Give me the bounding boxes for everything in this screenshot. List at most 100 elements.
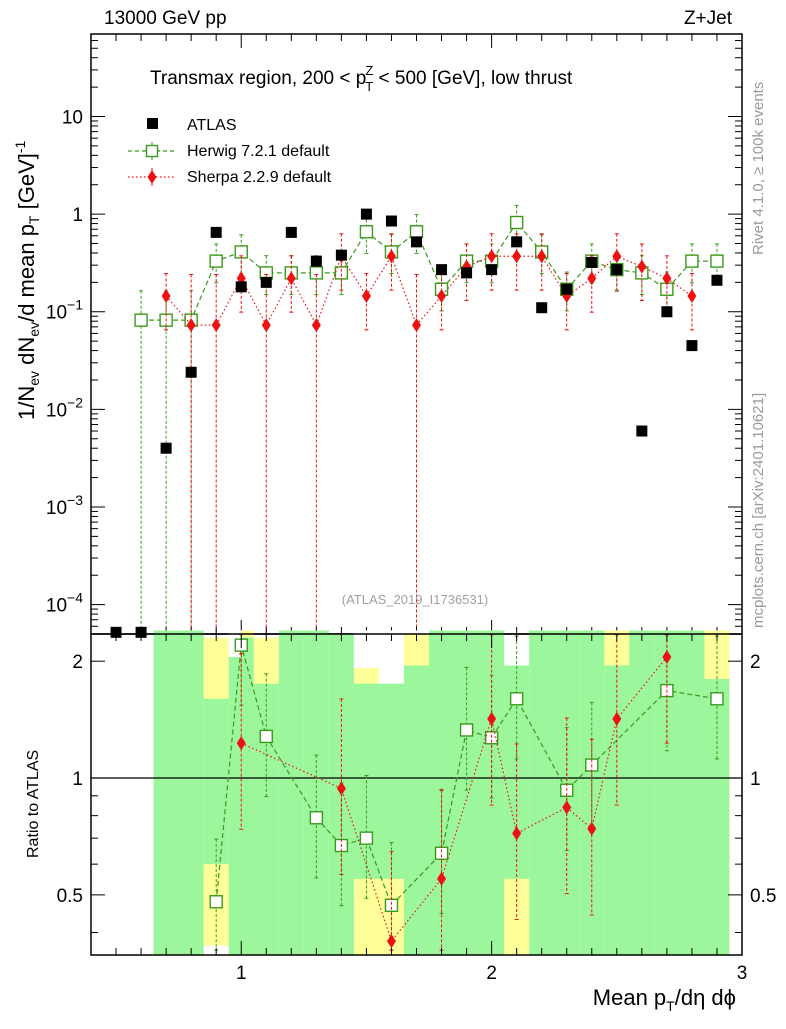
ratio-y-tick-label-left: 2 bbox=[72, 652, 83, 673]
ratio-y-tick-label-right: 2 bbox=[750, 652, 761, 673]
ratio-green-band bbox=[378, 683, 404, 879]
header-energy-label: 13000 GeV pp bbox=[104, 8, 227, 29]
ratio-sherpa-point bbox=[236, 736, 246, 751]
herwig-point bbox=[209, 254, 223, 268]
ratio-y-tick-label-left: 1 bbox=[72, 769, 83, 790]
ratio-sherpa-point bbox=[562, 800, 572, 815]
ratio-white-gap bbox=[353, 630, 404, 666]
main-y-tick-label: 10−3 bbox=[46, 492, 83, 519]
x-tick-label: 2 bbox=[486, 963, 497, 984]
sherpa-point bbox=[412, 318, 421, 333]
sherpa-point bbox=[161, 288, 171, 303]
main-y-axis-title: 1/Nev dNev/d mean pT [GeV]-1 bbox=[12, 140, 42, 420]
ratio-sherpa-point bbox=[662, 650, 672, 665]
ratio-herwig-point bbox=[710, 692, 724, 706]
legend-atlas-label: ATLAS bbox=[187, 117, 237, 134]
atlas-point bbox=[561, 283, 573, 295]
atlas-point bbox=[711, 274, 723, 286]
atlas-point bbox=[185, 366, 197, 378]
sherpa-point bbox=[637, 259, 647, 274]
ratio-green-band bbox=[203, 698, 229, 865]
ratio-sherpa-point bbox=[386, 934, 396, 949]
atlas-point bbox=[235, 281, 247, 293]
ratio-green-band bbox=[153, 630, 179, 955]
atlas-point bbox=[461, 267, 473, 279]
sherpa-point bbox=[361, 288, 371, 303]
ratio-herwig-line bbox=[215, 644, 718, 907]
sherpa-point bbox=[587, 271, 597, 286]
herwig-point bbox=[359, 225, 374, 239]
legend-herwig-label: Herwig 7.2.1 default bbox=[187, 143, 330, 160]
ratio-panel: 1 2 3 0.5 0.5 1 1 2 2 bbox=[57, 630, 776, 984]
sherpa-point bbox=[211, 318, 221, 333]
ratio-herwig-point bbox=[509, 692, 524, 706]
sherpa-point bbox=[311, 318, 321, 333]
atlas-point bbox=[411, 236, 422, 248]
ratio-y-tick-label-left: 0.5 bbox=[57, 886, 83, 907]
ratio-green-band bbox=[654, 630, 680, 955]
herwig-point bbox=[509, 215, 524, 230]
herwig-line bbox=[141, 221, 717, 321]
atlas-point bbox=[436, 264, 448, 276]
ratio-y-tick-label-right: 0.5 bbox=[750, 886, 776, 907]
ratio-green-band bbox=[278, 630, 304, 955]
atlas-point bbox=[385, 215, 397, 227]
main-y-tick-label: 10−1 bbox=[46, 297, 83, 324]
atlas-point bbox=[310, 255, 322, 267]
herwig-point bbox=[409, 225, 424, 239]
ratio-green-band bbox=[604, 665, 630, 955]
ratio-sherpa-point bbox=[487, 711, 497, 726]
analysis-id-label: (ATLAS_2019_I1736531) bbox=[342, 592, 488, 607]
legend-herwig-marker bbox=[145, 144, 159, 158]
ratio-green-band bbox=[178, 630, 204, 955]
atlas-point bbox=[661, 306, 673, 318]
atlas-point bbox=[511, 236, 523, 248]
atlas-point bbox=[586, 256, 598, 268]
ratio-sherpa-point bbox=[512, 826, 522, 841]
legend-sherpa-marker bbox=[147, 170, 157, 184]
main-y-tick-label: 10−4 bbox=[46, 590, 83, 617]
atlas-point bbox=[210, 226, 222, 238]
ratio-herwig-point bbox=[309, 811, 324, 825]
atlas-point bbox=[160, 442, 172, 454]
legend: ATLAS Herwig 7.2.1 default Sherpa 2.2.9 … bbox=[128, 117, 332, 186]
herwig-point bbox=[309, 266, 324, 280]
plot-title: Transmax region, 200 < pZ T < 500 [GeV], … bbox=[150, 63, 573, 94]
herwig-point bbox=[710, 254, 724, 268]
ratio-green-band bbox=[679, 630, 705, 955]
ratio-herwig-point bbox=[209, 895, 223, 909]
main-y-tick-label: 10 bbox=[62, 108, 83, 129]
sherpa-point bbox=[386, 249, 396, 264]
sherpa-point bbox=[512, 249, 522, 264]
herwig-point bbox=[334, 266, 349, 280]
ratio-green-band bbox=[403, 665, 430, 955]
x-axis-title: Mean pT/dη dϕ bbox=[593, 985, 736, 1014]
atlas-point bbox=[536, 302, 548, 314]
ratio-sherpa-point bbox=[336, 781, 346, 796]
ratio-sherpa-point bbox=[437, 871, 447, 886]
atlas-point bbox=[611, 264, 623, 276]
ratio-y-tick-label-right: 1 bbox=[750, 769, 761, 790]
sherpa-point bbox=[286, 271, 296, 286]
ratio-green-band bbox=[629, 630, 655, 955]
legend-atlas-marker bbox=[147, 118, 158, 129]
sherpa-point bbox=[612, 249, 622, 264]
ratio-herwig-point bbox=[434, 846, 449, 860]
ratio-sherpa-point bbox=[612, 711, 622, 726]
sherpa-point bbox=[687, 288, 697, 303]
atlas-point bbox=[636, 425, 648, 437]
ratio-sherpa-line bbox=[240, 656, 668, 943]
sherpa-line bbox=[165, 254, 693, 327]
herwig-point bbox=[685, 254, 699, 268]
main-y-tick-label: 10−2 bbox=[46, 394, 83, 421]
legend-sherpa-label: Sherpa 2.2.9 default bbox=[187, 169, 332, 186]
sherpa-point bbox=[662, 271, 672, 286]
ratio-herwig-point bbox=[459, 723, 474, 737]
rivet-version-label: Rivet 4.1.0, ≥ 100k events bbox=[750, 82, 767, 255]
sherpa-point bbox=[487, 249, 497, 264]
header-process-label: Z+Jet bbox=[684, 8, 733, 29]
atlas-point bbox=[285, 226, 297, 238]
ratio-herwig-point bbox=[359, 831, 374, 845]
x-tick-label: 1 bbox=[236, 963, 247, 984]
